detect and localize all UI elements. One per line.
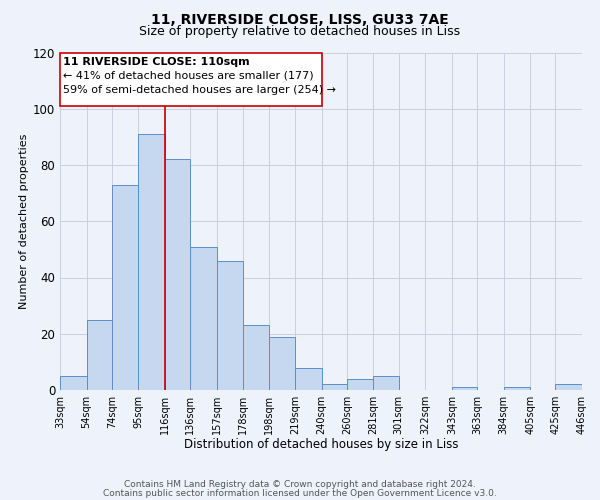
Bar [269,336,295,390]
Bar [243,326,269,390]
Text: 59% of semi-detached houses are larger (254) →: 59% of semi-detached houses are larger (… [62,85,335,95]
Bar [452,387,477,390]
Bar [373,376,399,390]
Text: 11, RIVERSIDE CLOSE, LISS, GU33 7AE: 11, RIVERSIDE CLOSE, LISS, GU33 7AE [151,12,449,26]
Bar [503,387,530,390]
Text: Contains public sector information licensed under the Open Government Licence v3: Contains public sector information licen… [103,488,497,498]
X-axis label: Distribution of detached houses by size in Liss: Distribution of detached houses by size … [184,438,458,452]
Bar [217,260,243,390]
Bar [190,246,217,390]
Text: Size of property relative to detached houses in Liss: Size of property relative to detached ho… [139,25,461,38]
Bar [347,379,373,390]
FancyBboxPatch shape [60,52,322,106]
Bar [60,376,86,390]
Text: 11 RIVERSIDE CLOSE: 110sqm: 11 RIVERSIDE CLOSE: 110sqm [62,56,249,66]
Bar [112,184,139,390]
Bar [295,368,322,390]
Text: Contains HM Land Registry data © Crown copyright and database right 2024.: Contains HM Land Registry data © Crown c… [124,480,476,489]
Bar [165,160,190,390]
Bar [86,320,112,390]
Bar [556,384,582,390]
Y-axis label: Number of detached properties: Number of detached properties [19,134,29,309]
Bar [322,384,347,390]
Bar [139,134,165,390]
Text: ← 41% of detached houses are smaller (177): ← 41% of detached houses are smaller (17… [62,71,313,81]
